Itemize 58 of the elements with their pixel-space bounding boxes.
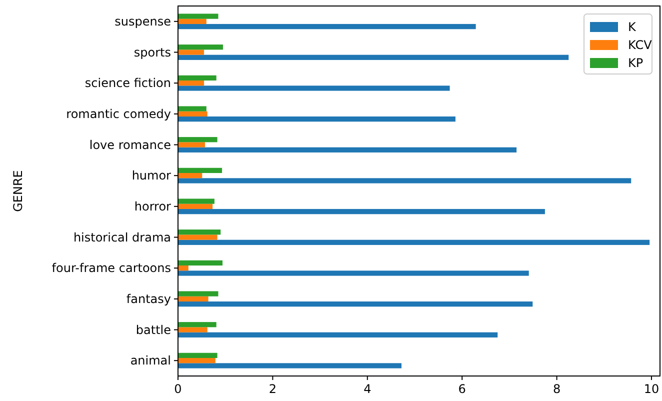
- bar: [178, 142, 205, 148]
- bar: [178, 291, 218, 296]
- x-tick-label: 6: [458, 382, 466, 396]
- bar: [178, 168, 222, 174]
- bar: [178, 230, 221, 235]
- bar: [178, 24, 476, 30]
- y-tick-label: humor: [132, 168, 172, 183]
- bar: [178, 147, 517, 152]
- bar: [178, 111, 208, 116]
- bar: [178, 270, 529, 276]
- y-tick-label: suspense: [114, 14, 171, 28]
- y-axis-title: GENRE: [11, 170, 25, 212]
- bar: [178, 327, 208, 332]
- bar: [178, 86, 450, 91]
- bar: [178, 173, 202, 178]
- legend-label: K: [628, 20, 637, 34]
- bar: [178, 137, 218, 142]
- bar: [178, 44, 223, 50]
- y-tick-label: historical drama: [73, 230, 171, 244]
- bar: [178, 75, 216, 81]
- x-tick-label: 8: [552, 382, 561, 396]
- x-tick-label: 10: [644, 382, 660, 396]
- bar: [178, 266, 188, 271]
- y-tick-label: science fiction: [84, 76, 171, 90]
- y-tick-label: romantic comedy: [66, 106, 171, 121]
- x-tick-label: 4: [364, 382, 372, 396]
- bar: [178, 178, 632, 184]
- bar: [178, 240, 650, 245]
- bar: [178, 54, 569, 60]
- bar: [178, 296, 208, 302]
- bar: [178, 208, 545, 214]
- bar: [178, 363, 402, 368]
- bar: [178, 14, 218, 19]
- bar: [178, 50, 204, 55]
- y-tick-label: four-frame cartoons: [52, 261, 171, 276]
- x-tick-label: 2: [268, 382, 277, 396]
- y-tick-label: horror: [134, 199, 172, 214]
- bar: [178, 301, 533, 307]
- y-tick-label: love romance: [89, 138, 171, 152]
- y-tick-label: fantasy: [126, 292, 171, 306]
- x-tick-label: 0: [174, 382, 182, 396]
- bar: [178, 352, 218, 358]
- bar: [178, 106, 206, 112]
- bar: [178, 260, 223, 266]
- bar: [178, 358, 216, 364]
- y-tick-label: battle: [136, 322, 171, 337]
- legend-label: KP: [628, 56, 644, 70]
- bar: [178, 322, 216, 328]
- legend-label: KCV: [628, 38, 653, 52]
- y-tick-label: animal: [130, 354, 171, 368]
- y-tick-label: sports: [134, 45, 171, 60]
- bar: [178, 18, 206, 24]
- bar: [178, 198, 214, 204]
- bar: [178, 332, 498, 338]
- bar: [178, 234, 218, 240]
- bar: [178, 204, 213, 209]
- bar: [178, 80, 204, 86]
- bar: [178, 116, 456, 122]
